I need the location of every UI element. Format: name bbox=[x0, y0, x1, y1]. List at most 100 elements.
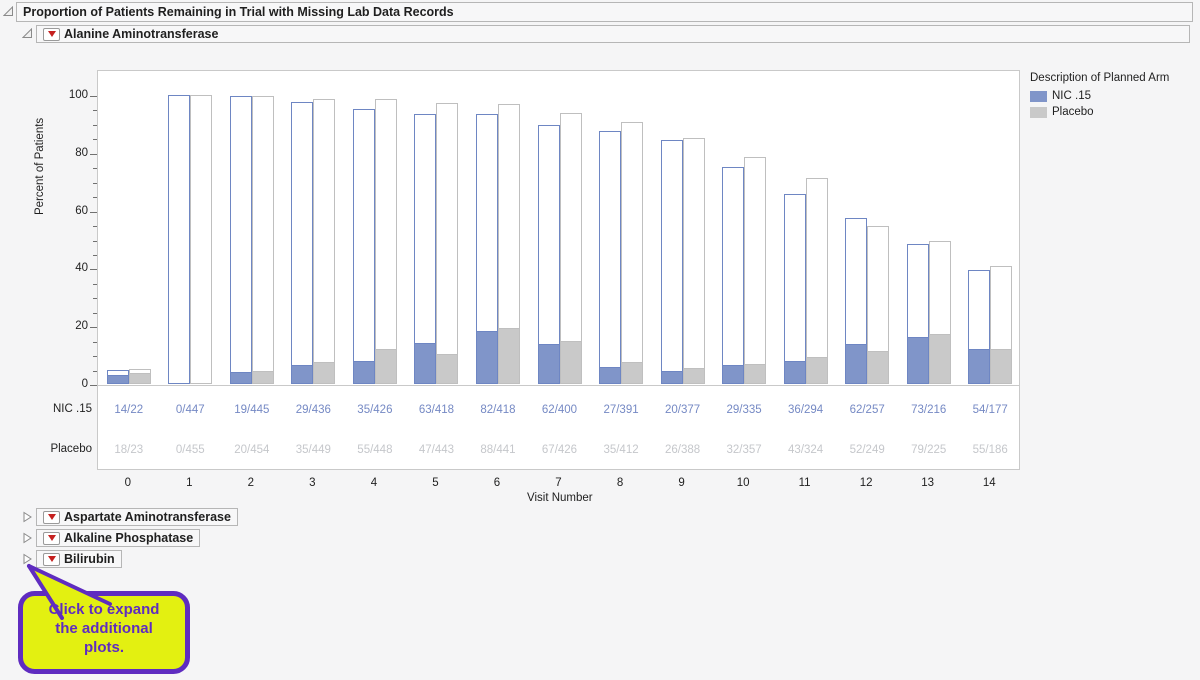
y-axis: 0 20 40 60 80 100 bbox=[0, 0, 97, 679]
missing-over-remaining-value: 36/294 bbox=[788, 404, 824, 416]
legend-swatch-placebo bbox=[1030, 106, 1047, 118]
remaining-bar[interactable] bbox=[374, 99, 397, 384]
missing-bar[interactable] bbox=[867, 350, 890, 384]
remaining-bar[interactable] bbox=[805, 178, 828, 384]
missing-bar[interactable] bbox=[128, 372, 151, 384]
y-minor-tick bbox=[93, 283, 97, 285]
section-title: Alkaline Phosphatase bbox=[64, 531, 194, 545]
y-minor-tick bbox=[93, 312, 97, 314]
remaining-bar[interactable] bbox=[190, 95, 213, 384]
missing-bar[interactable] bbox=[352, 361, 375, 384]
remaining-bar[interactable] bbox=[599, 131, 622, 384]
missing-over-remaining-value: 88/441 bbox=[480, 444, 516, 456]
missing-bar[interactable] bbox=[313, 361, 336, 384]
red-triangle-menu-icon[interactable] bbox=[43, 531, 60, 545]
x-axis-title: Visit Number bbox=[527, 492, 593, 504]
missing-bar[interactable] bbox=[805, 356, 828, 384]
y-major-tick bbox=[90, 153, 97, 155]
missing-bar[interactable] bbox=[497, 328, 520, 384]
x-tick-label: 10 bbox=[736, 477, 750, 489]
section-title: Aspartate Aminotransferase bbox=[64, 510, 231, 524]
missing-over-remaining-value: 62/400 bbox=[541, 404, 578, 416]
missing-bar[interactable] bbox=[475, 330, 498, 384]
section-header-alanine-aminotransferase[interactable]: Alanine Aminotransferase bbox=[36, 25, 1190, 43]
missing-over-remaining-value: 19/445 bbox=[234, 404, 270, 416]
missing-bar[interactable] bbox=[906, 336, 929, 384]
missing-over-remaining-value: 63/418 bbox=[418, 404, 455, 416]
remaining-bar[interactable] bbox=[168, 95, 191, 384]
disclosure-closed-icon[interactable] bbox=[22, 511, 33, 523]
remaining-bar[interactable] bbox=[251, 95, 274, 384]
section-title: Alanine Aminotransferase bbox=[64, 27, 219, 41]
missing-bar[interactable] bbox=[291, 365, 314, 384]
y-minor-tick bbox=[93, 139, 97, 141]
y-minor-tick bbox=[93, 298, 97, 300]
missing-bar[interactable] bbox=[106, 374, 129, 384]
missing-over-remaining-value: 29/335 bbox=[726, 404, 762, 416]
missing-bar[interactable] bbox=[537, 343, 560, 384]
missing-over-remaining-value: 20/454 bbox=[234, 444, 270, 456]
remaining-bar[interactable] bbox=[436, 102, 459, 384]
red-triangle-menu-icon[interactable] bbox=[43, 27, 60, 41]
missing-bar[interactable] bbox=[722, 365, 745, 384]
report-title-bar[interactable]: Proportion of Patients Remaining in Tria… bbox=[16, 2, 1193, 22]
disclosure-open-icon[interactable] bbox=[22, 28, 33, 39]
remaining-bar[interactable] bbox=[682, 137, 705, 384]
y-tick-label: 60 bbox=[75, 204, 88, 217]
missing-bar[interactable] bbox=[682, 367, 705, 384]
y-major-tick bbox=[90, 96, 97, 97]
missing-over-remaining-value: 54/177 bbox=[972, 404, 1008, 416]
section-header-bilirubin[interactable]: Bilirubin bbox=[36, 550, 122, 568]
remaining-bar[interactable] bbox=[229, 96, 252, 384]
missing-bar[interactable] bbox=[559, 341, 582, 384]
remaining-bar[interactable] bbox=[313, 98, 336, 384]
remaining-bar[interactable] bbox=[744, 157, 767, 384]
y-major-tick bbox=[90, 327, 97, 329]
y-tick-label: 40 bbox=[75, 262, 88, 275]
zero-baseline bbox=[98, 385, 1019, 386]
missing-bar[interactable] bbox=[783, 360, 806, 384]
missing-bar[interactable] bbox=[968, 349, 991, 384]
missing-bar[interactable] bbox=[374, 349, 397, 384]
remaining-bar[interactable] bbox=[621, 122, 644, 384]
arm-row-label-nic: NIC .15 bbox=[53, 403, 92, 415]
legend-swatch-nic bbox=[1030, 90, 1047, 102]
missing-bar[interactable] bbox=[251, 371, 274, 384]
x-tick-label: 2 bbox=[247, 477, 255, 489]
legend-label-nic: NIC .15 bbox=[1052, 90, 1091, 102]
x-tick-label: 1 bbox=[186, 477, 193, 489]
y-minor-tick bbox=[93, 341, 97, 343]
disclosure-open-icon[interactable] bbox=[3, 6, 14, 17]
remaining-bar[interactable] bbox=[660, 140, 683, 384]
missing-over-remaining-value: 82/418 bbox=[480, 404, 516, 416]
remaining-bar[interactable] bbox=[291, 102, 314, 384]
missing-bar[interactable] bbox=[928, 333, 951, 384]
remaining-bar[interactable] bbox=[352, 108, 375, 384]
remaining-bar[interactable] bbox=[722, 167, 745, 384]
missing-bar[interactable] bbox=[599, 366, 622, 384]
missing-over-remaining-value: 14/22 bbox=[114, 404, 144, 416]
missing-bar[interactable] bbox=[845, 343, 868, 384]
section-header-aspartate-aminotransferase[interactable]: Aspartate Aminotransferase bbox=[36, 508, 238, 526]
missing-bar[interactable] bbox=[660, 371, 683, 384]
missing-bar[interactable] bbox=[436, 354, 459, 384]
x-tick-label: 8 bbox=[616, 477, 624, 489]
missing-over-remaining-value: 29/436 bbox=[295, 404, 331, 416]
disclosure-closed-icon[interactable] bbox=[22, 553, 33, 565]
missing-bar[interactable] bbox=[744, 363, 767, 384]
y-tick-label: 80 bbox=[75, 146, 88, 159]
section-header-alkaline-phosphatase[interactable]: Alkaline Phosphatase bbox=[36, 529, 201, 547]
red-triangle-menu-icon[interactable] bbox=[43, 552, 60, 566]
x-tick-label: 14 bbox=[982, 477, 996, 489]
missing-bar[interactable] bbox=[229, 371, 252, 384]
missing-bar[interactable] bbox=[414, 343, 437, 384]
missing-bar[interactable] bbox=[990, 349, 1013, 384]
missing-over-remaining-value: 73/216 bbox=[911, 404, 947, 416]
y-minor-tick bbox=[93, 226, 97, 228]
x-tick-label: 4 bbox=[370, 477, 378, 489]
missing-bar[interactable] bbox=[621, 361, 644, 384]
x-tick-label: 9 bbox=[678, 477, 685, 489]
disclosure-closed-icon[interactable] bbox=[22, 532, 33, 544]
remaining-bar[interactable] bbox=[783, 193, 806, 384]
red-triangle-menu-icon[interactable] bbox=[43, 510, 60, 524]
